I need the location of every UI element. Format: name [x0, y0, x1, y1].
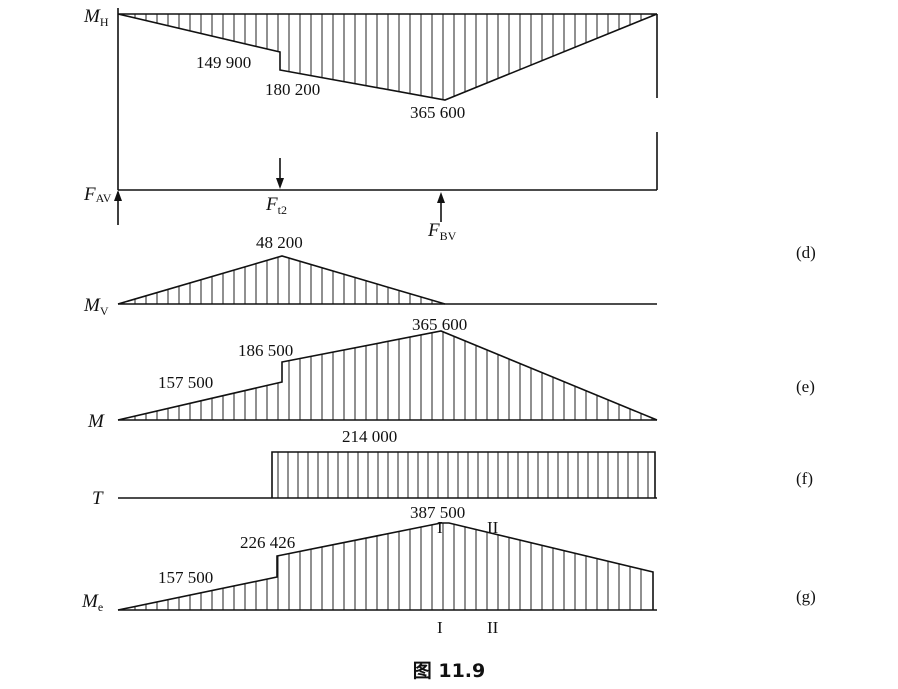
tag-g: (g) [796, 587, 816, 606]
mv-axis-label: MV [83, 295, 109, 318]
figure-caption: 图 11.9 [412, 660, 486, 682]
m-outline [117, 330, 658, 421]
mh-outline [117, 13, 658, 101]
m-axis-label: M [87, 411, 105, 432]
mv-diagram [117, 255, 657, 305]
m-diagram [117, 330, 658, 421]
ft2-label: Ft2 [265, 194, 287, 217]
me-axis-label: Me [81, 591, 103, 614]
m-value-365600: 365 600 [412, 315, 467, 334]
me-value-387500: 387 500 [410, 503, 465, 522]
section-i-lower: I [437, 618, 443, 637]
fbv-label: FBV [427, 220, 457, 243]
mh-diagram [117, 8, 658, 190]
tag-e: (e) [796, 377, 815, 396]
mh-value-365600: 365 600 [410, 103, 465, 122]
mh-value-149900: 149 900 [196, 53, 251, 72]
mh-value-180200: 180 200 [265, 80, 320, 99]
m-hatching [123, 331, 653, 420]
m-value-186500: 186 500 [238, 341, 293, 360]
mv-outline [117, 255, 446, 305]
mv-hatching [123, 257, 433, 304]
section-ii-lower: II [487, 618, 499, 637]
section-i-upper: I [437, 518, 443, 537]
t-hatching [277, 452, 649, 498]
mv-value-48200: 48 200 [256, 233, 303, 252]
fav-label: FAV [83, 184, 112, 205]
tag-d: (d) [796, 243, 816, 262]
me-diagram [117, 522, 657, 611]
t-value-214000: 214 000 [342, 427, 397, 446]
section-ii-upper: II [487, 518, 499, 537]
me-hatching [123, 523, 642, 610]
fbv-arrow-head [437, 192, 445, 203]
me-outline [117, 522, 654, 611]
tag-f: (f) [796, 469, 813, 488]
t-diagram [118, 451, 657, 499]
me-value-226426: 226 426 [240, 533, 295, 552]
mh-axis-label: MH [83, 6, 109, 29]
fav-arrow-head [114, 190, 122, 201]
load-beam [117, 158, 657, 225]
m-value-157500: 157 500 [158, 373, 213, 392]
t-outline [271, 451, 656, 498]
me-value-157500: 157 500 [158, 568, 213, 587]
t-axis-label: T [92, 488, 104, 509]
ft2-arrow-head [276, 178, 284, 189]
mh-hatching [123, 14, 653, 100]
